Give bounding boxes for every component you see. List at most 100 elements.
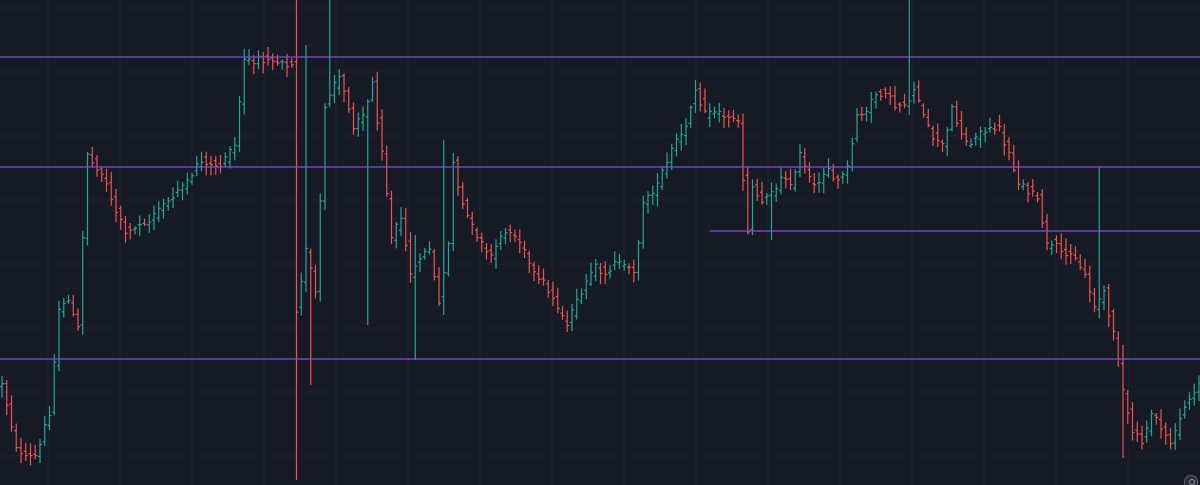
ohlc-bar: [52, 353, 57, 416]
ohlc-bar: [90, 146, 95, 168]
ohlc-bar: [698, 82, 703, 112]
ohlc-bar: [1078, 254, 1083, 271]
ohlc-bar: [1111, 308, 1116, 341]
ohlc-bar: [750, 179, 755, 236]
ohlc-bar: [997, 114, 1002, 132]
ohlc-bar: [612, 251, 617, 270]
ohlc-bar: [313, 264, 318, 299]
ohlc-bar: [570, 303, 574, 332]
ohlc-bar: [1121, 345, 1125, 458]
ohlc-bar: [745, 166, 750, 235]
ohlc-bar: [940, 139, 945, 153]
ohlc-bar: [717, 102, 722, 123]
ohlc-bar: [1068, 244, 1073, 264]
ohlc-bar: [437, 267, 441, 307]
ohlc-bar: [413, 235, 418, 360]
ohlc-bar: [935, 123, 940, 148]
ohlc-bar: [19, 437, 23, 464]
ohlc-bar: [1045, 213, 1049, 251]
ohlc-bar: [266, 47, 270, 66]
ohlc-bar: [589, 262, 593, 287]
ohlc-bar: [912, 81, 916, 104]
ohlc-bar: [66, 294, 71, 304]
ohlc-bar: [579, 288, 584, 304]
ohlc-bar: [1102, 285, 1106, 311]
ohlc-bar: [655, 173, 660, 207]
ohlc-bar: [47, 406, 52, 431]
ohlc-bar: [812, 173, 817, 194]
ohlc-bar: [522, 240, 527, 259]
ohlc-bar: [684, 118, 688, 146]
ohlc-bar: [669, 143, 674, 170]
ohlc-bar: [731, 109, 736, 122]
ohlc-bar: [1130, 402, 1135, 441]
ohlc-bar: [774, 183, 779, 202]
ohlc-bar: [9, 395, 14, 432]
ohlc-bar: [660, 166, 665, 191]
ohlc-bar: [722, 107, 726, 128]
ohlc-bar: [622, 259, 627, 272]
ohlc-bar: [185, 172, 190, 195]
ohlc-bar: [498, 231, 503, 251]
ohlc-bar: [888, 86, 893, 106]
ohlc-bar: [337, 69, 342, 96]
ohlc-bar: [760, 181, 764, 205]
ohlc-bar: [109, 171, 114, 206]
ohlc-bar: [897, 102, 902, 113]
ohlc-bar: [1035, 191, 1040, 203]
ohlc-bar: [223, 152, 228, 167]
ohlc-bar: [408, 232, 413, 283]
ohlc-bar: [1040, 189, 1045, 229]
ohlc-bar: [142, 218, 147, 227]
ohlc-bar: [1002, 123, 1007, 156]
ohlc-bar: [1140, 425, 1144, 450]
horizontal-levels[interactable]: [0, 56, 1200, 360]
ohlc-bar: [460, 182, 465, 210]
ohlc-bar: [133, 226, 137, 235]
ohlc-bar: [380, 109, 384, 161]
ohlc-bar: [213, 155, 218, 176]
ohlc-bar: [1149, 409, 1154, 437]
ohlc-bar: [42, 415, 47, 446]
ohlc-bar: [741, 113, 745, 191]
ohlc-bar: [394, 221, 399, 249]
ohlc-bar: [209, 156, 213, 176]
ohlc-bar: [256, 50, 261, 70]
ohlc-bar: [1087, 265, 1092, 303]
ohlc-bar: [123, 215, 128, 243]
ohlc-bar: [726, 109, 731, 128]
ohlc-bar: [114, 188, 118, 223]
ohlc-bar: [479, 232, 484, 253]
ohlc-bar: [973, 132, 978, 146]
ohlc-bar: [104, 169, 109, 192]
ohlc-bar: [475, 227, 479, 242]
ohlc-bar: [878, 88, 883, 101]
ohlc-bar: [484, 243, 489, 260]
ohlc-bar: [1125, 389, 1130, 424]
ohlc-bar: [926, 108, 931, 128]
ohlc-bar: [779, 166, 783, 195]
ohlc-bar: [1144, 420, 1149, 443]
ohlc-bar: [593, 258, 598, 282]
ohlc-bar: [152, 205, 156, 231]
ohlc-bar: [270, 53, 275, 71]
settings-icon[interactable]: [1184, 475, 1198, 485]
ohlc-bar: [99, 166, 104, 183]
ohlc-bar: [1154, 413, 1159, 425]
ohlc-bar: [375, 71, 380, 131]
ohlc-bar: [945, 127, 950, 156]
ohlc-bar: [679, 123, 684, 151]
ohlc-bar: [807, 162, 812, 183]
ohlc-bar: [14, 423, 19, 452]
ohlc-bar: [232, 137, 237, 161]
ohlc-bar: [1187, 392, 1192, 410]
ohlc-bar: [470, 211, 475, 235]
ohlc-bar: [57, 301, 61, 372]
ohlc-bar: [874, 91, 878, 109]
ohlc-bar: [95, 155, 99, 177]
ohlc-bar: [356, 112, 361, 137]
ohlc-bar: [859, 106, 864, 121]
ohlc-bar: [674, 133, 679, 157]
